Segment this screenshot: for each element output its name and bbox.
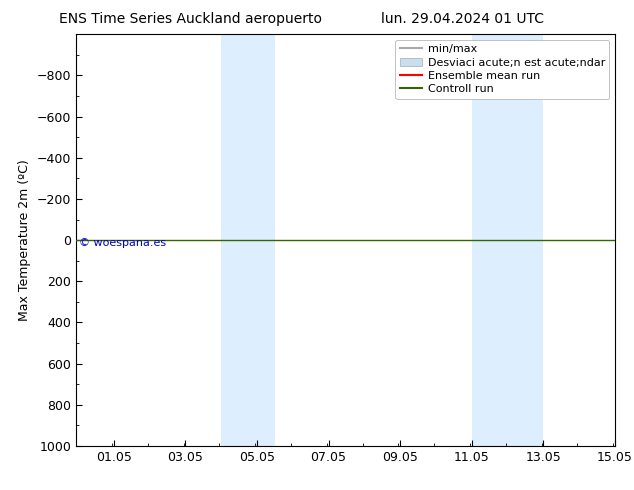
Text: lun. 29.04.2024 01 UTC: lun. 29.04.2024 01 UTC bbox=[381, 12, 545, 26]
Text: © woespana.es: © woespana.es bbox=[79, 238, 166, 248]
Bar bbox=[472, 34, 543, 446]
Bar bbox=[221, 34, 275, 446]
Legend: min/max, Desviaci acute;n est acute;ndar, Ensemble mean run, Controll run: min/max, Desviaci acute;n est acute;ndar… bbox=[396, 40, 609, 99]
Y-axis label: Max Temperature 2m (ºC): Max Temperature 2m (ºC) bbox=[18, 159, 31, 321]
Text: ENS Time Series Auckland aeropuerto: ENS Time Series Auckland aeropuerto bbox=[59, 12, 321, 26]
